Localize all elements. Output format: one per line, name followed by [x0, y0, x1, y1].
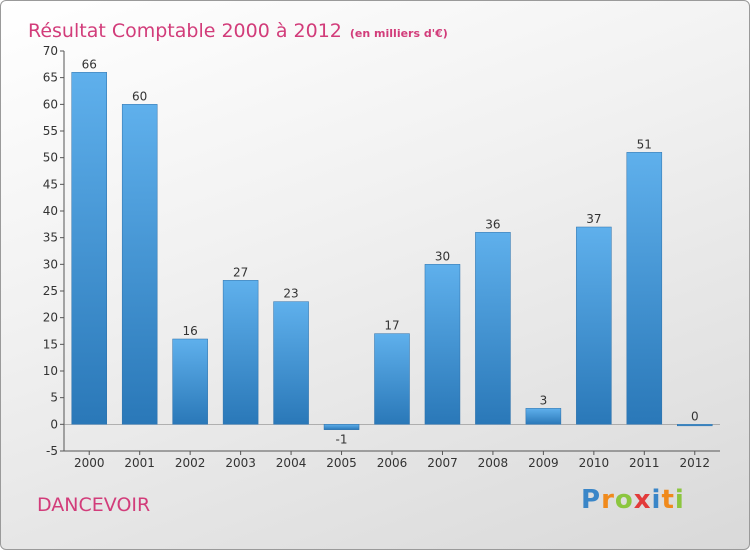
data-label: 23 — [283, 287, 298, 301]
logo-letter: P — [581, 485, 602, 515]
data-label: 51 — [637, 137, 652, 151]
data-label: 3 — [540, 393, 548, 407]
chart-title-main: Résultat Comptable 2000 à 2012 — [28, 20, 342, 42]
y-tick-label: 35 — [43, 231, 58, 245]
bar-2001 — [121, 104, 158, 425]
x-tick-label: 2004 — [276, 456, 307, 470]
x-tick-label: 2008 — [478, 456, 509, 470]
x-tick-label: 2006 — [377, 456, 408, 470]
x-tick-label: 2002 — [175, 456, 206, 470]
bar-2003 — [222, 280, 259, 425]
y-tick-label: 25 — [43, 284, 58, 298]
y-tick-label: 5 — [50, 391, 58, 405]
data-label: 16 — [183, 324, 198, 338]
data-label: 37 — [586, 212, 601, 226]
logo-letter: t — [661, 485, 675, 515]
bar-2008 — [475, 232, 511, 425]
y-tick-label: 70 — [43, 44, 58, 58]
data-label: 36 — [485, 217, 500, 231]
data-label: 60 — [132, 89, 147, 103]
bar-2004 — [273, 301, 309, 425]
bar-2006 — [374, 333, 410, 425]
y-tick-label: 10 — [43, 364, 58, 378]
chart-bars — [71, 72, 713, 430]
x-tick-label: 2009 — [528, 456, 559, 470]
town-name: DANCEVOIR — [37, 494, 151, 516]
data-label: 0 — [691, 409, 699, 423]
y-tick-label: 0 — [50, 417, 58, 431]
bar-2011 — [626, 152, 663, 425]
y-tick-label: 30 — [43, 257, 58, 271]
data-label: 30 — [435, 249, 450, 263]
bar-2007 — [424, 264, 461, 425]
bar-2009 — [525, 408, 562, 425]
y-tick-label: 40 — [43, 204, 58, 218]
x-tick-label: 2005 — [326, 456, 357, 470]
data-label: 66 — [82, 57, 97, 71]
data-label: -1 — [336, 433, 348, 447]
x-tick-label: 2012 — [679, 456, 710, 470]
chart-title: Résultat Comptable 2000 à 2012 (en millie… — [28, 7, 448, 45]
bar-2012 — [677, 424, 713, 427]
y-tick-label: 60 — [43, 97, 58, 111]
x-tick-label: 2001 — [124, 456, 155, 470]
x-tick-label: 2011 — [629, 456, 660, 470]
bar-2010 — [576, 226, 612, 425]
y-tick-label: 20 — [43, 311, 58, 325]
bar-2000 — [71, 72, 107, 425]
y-tick-label: 65 — [43, 71, 58, 85]
data-label: 27 — [233, 265, 248, 279]
y-tick-label: -5 — [46, 444, 58, 458]
bar-2002 — [172, 338, 208, 425]
chart-labels: 66 60 16 27 23 -1 17 30 36 3 37 51 0 — [82, 57, 699, 446]
y-tick-label: 55 — [43, 124, 58, 138]
logo-letter: i — [651, 485, 662, 515]
logo-letter: o — [614, 485, 634, 515]
x-tick-label: 2007 — [427, 456, 458, 470]
data-label: 17 — [384, 319, 399, 333]
chart-subtitle: (en milliers d'€) — [349, 27, 448, 40]
y-tick-label: 50 — [43, 151, 58, 165]
x-tick-label: 2003 — [225, 456, 256, 470]
bar-2005 — [323, 424, 360, 430]
logo-letter: i — [674, 485, 685, 515]
x-tick-label: 2000 — [74, 456, 105, 470]
y-tick-label: 45 — [43, 177, 58, 191]
y-tick-label: 15 — [43, 337, 58, 351]
logo-letter: r — [601, 485, 615, 515]
logo-letter: x — [633, 485, 652, 515]
x-tick-label: 2010 — [579, 456, 610, 470]
proxiti-logo[interactable]: Proxiti — [581, 485, 685, 515]
